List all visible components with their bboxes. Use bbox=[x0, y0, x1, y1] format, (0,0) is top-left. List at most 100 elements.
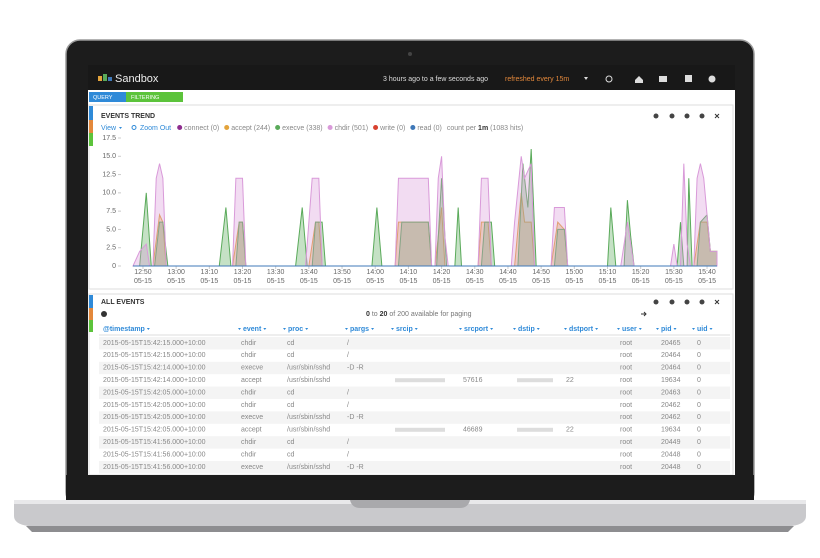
column-header[interactable]: event bbox=[243, 326, 262, 333]
row-band bbox=[99, 386, 730, 399]
legend-label[interactable]: execve (338) bbox=[282, 125, 322, 132]
sort-caret[interactable] bbox=[638, 328, 642, 330]
legend-label[interactable]: write (0) bbox=[379, 125, 405, 132]
legend-marker[interactable] bbox=[275, 125, 281, 130]
sort-caret[interactable] bbox=[414, 328, 418, 330]
cell: 0 bbox=[697, 402, 701, 409]
close-icon[interactable] bbox=[714, 113, 720, 119]
legend-label[interactable]: read (0) bbox=[417, 125, 442, 132]
panel-marker bbox=[89, 320, 93, 332]
view-menu[interactable]: View bbox=[101, 125, 117, 132]
sort-caret[interactable] bbox=[459, 328, 462, 330]
sort-caret[interactable] bbox=[490, 328, 494, 330]
sort-caret[interactable] bbox=[692, 328, 695, 330]
legend-label[interactable]: chdir (501) bbox=[335, 125, 368, 132]
x-tick-label: 15:40 bbox=[698, 269, 716, 276]
cell: 2015-05-15T15:42:05.000+10:00 bbox=[103, 414, 206, 421]
panel-title: EVENTS TREND bbox=[101, 113, 155, 120]
query-tab[interactable] bbox=[89, 92, 126, 102]
column-header[interactable]: srcport bbox=[464, 326, 489, 333]
sort-caret[interactable] bbox=[391, 328, 394, 330]
column-header[interactable]: uid bbox=[697, 326, 708, 333]
sort-caret[interactable] bbox=[345, 328, 348, 330]
tab-label[interactable]: FILTERING bbox=[131, 95, 159, 101]
panel-icon[interactable] bbox=[653, 113, 659, 119]
sort-caret[interactable] bbox=[513, 328, 516, 330]
panel-icon[interactable] bbox=[699, 113, 705, 119]
cell: /usr/sbin/sshd bbox=[287, 464, 330, 471]
settings-icon[interactable] bbox=[708, 75, 716, 83]
cell: 2015-05-15T15:42:05.000+10:00 bbox=[103, 427, 206, 434]
sort-caret[interactable] bbox=[283, 328, 286, 330]
legend-marker[interactable] bbox=[327, 125, 333, 130]
back-icon[interactable] bbox=[101, 311, 107, 317]
cell: execve bbox=[241, 365, 263, 372]
sort-caret[interactable] bbox=[595, 328, 599, 330]
cell: 19634 bbox=[661, 427, 681, 434]
open-icon[interactable] bbox=[659, 76, 667, 82]
sort-caret[interactable] bbox=[238, 328, 241, 330]
sort-caret[interactable] bbox=[146, 328, 150, 330]
cell: 2015-05-15T15:41:56.000+10:00 bbox=[103, 464, 206, 471]
column-header[interactable]: dstport bbox=[569, 326, 594, 333]
paging-part: of 200 available for paging bbox=[389, 311, 471, 318]
sort-caret[interactable] bbox=[673, 328, 677, 330]
time-range[interactable]: 3 hours ago to a few seconds ago bbox=[383, 76, 488, 83]
column-header[interactable]: proc bbox=[288, 326, 303, 333]
legend-label[interactable]: accept (244) bbox=[231, 125, 270, 132]
refresh-icon[interactable] bbox=[605, 75, 613, 83]
cell: / bbox=[347, 389, 349, 396]
column-header[interactable]: pid bbox=[661, 326, 672, 333]
panel-icon[interactable] bbox=[653, 299, 659, 305]
cell: 2015-05-15T15:42:14.000+10:00 bbox=[103, 365, 206, 372]
legend-label[interactable]: connect (0) bbox=[184, 125, 219, 132]
legend-marker[interactable] bbox=[410, 125, 416, 130]
panel-icon[interactable] bbox=[669, 299, 675, 305]
column-header[interactable]: pargs bbox=[350, 326, 369, 333]
next-icon[interactable] bbox=[641, 311, 647, 317]
sort-caret[interactable] bbox=[617, 328, 620, 330]
column-header[interactable]: dstip bbox=[518, 326, 535, 333]
cell: 0 bbox=[697, 377, 701, 384]
cell: accept bbox=[241, 427, 262, 434]
cell: / bbox=[347, 451, 349, 458]
sort-caret[interactable] bbox=[536, 328, 540, 330]
filtering-tab[interactable] bbox=[126, 92, 183, 102]
save-icon[interactable] bbox=[685, 75, 692, 82]
column-header[interactable]: @timestamp bbox=[103, 326, 145, 333]
panel-icon[interactable] bbox=[669, 113, 675, 119]
x-tick-date: 05-15 bbox=[333, 278, 351, 285]
x-tick-label: 15:30 bbox=[665, 269, 683, 276]
panel-icon[interactable] bbox=[684, 113, 690, 119]
legend-marker[interactable] bbox=[177, 125, 183, 130]
column-header[interactable]: srcip bbox=[396, 326, 413, 333]
row-band bbox=[99, 411, 730, 424]
logo bbox=[98, 76, 102, 81]
cell: 0 bbox=[697, 352, 701, 359]
legend-marker[interactable] bbox=[224, 125, 230, 130]
cell: cd bbox=[287, 451, 295, 458]
sort-caret[interactable] bbox=[371, 328, 375, 330]
cell: 0 bbox=[697, 451, 701, 458]
home-icon[interactable] bbox=[635, 76, 643, 83]
sort-caret[interactable] bbox=[263, 328, 267, 330]
zoom-out[interactable]: Zoom Out bbox=[140, 125, 171, 132]
row-band bbox=[99, 461, 730, 474]
cell: /usr/sbin/sshd bbox=[287, 377, 330, 384]
sort-caret[interactable] bbox=[564, 328, 567, 330]
refresh-interval[interactable]: refreshed every 15m bbox=[505, 76, 569, 83]
x-tick-label: 13:40 bbox=[300, 269, 318, 276]
column-header[interactable]: user bbox=[622, 326, 637, 333]
redacted-cell bbox=[517, 378, 553, 383]
cell: / bbox=[347, 439, 349, 446]
cell: chdir bbox=[241, 451, 257, 458]
sort-caret[interactable] bbox=[709, 328, 713, 330]
panel-icon[interactable] bbox=[684, 299, 690, 305]
legend-marker[interactable] bbox=[373, 125, 379, 130]
sort-caret[interactable] bbox=[656, 328, 659, 330]
close-icon[interactable] bbox=[714, 299, 720, 305]
tab-label[interactable]: QUERY bbox=[93, 95, 113, 101]
panel-icon[interactable] bbox=[699, 299, 705, 305]
sort-caret[interactable] bbox=[305, 328, 309, 330]
interval[interactable]: 1m bbox=[478, 125, 488, 132]
